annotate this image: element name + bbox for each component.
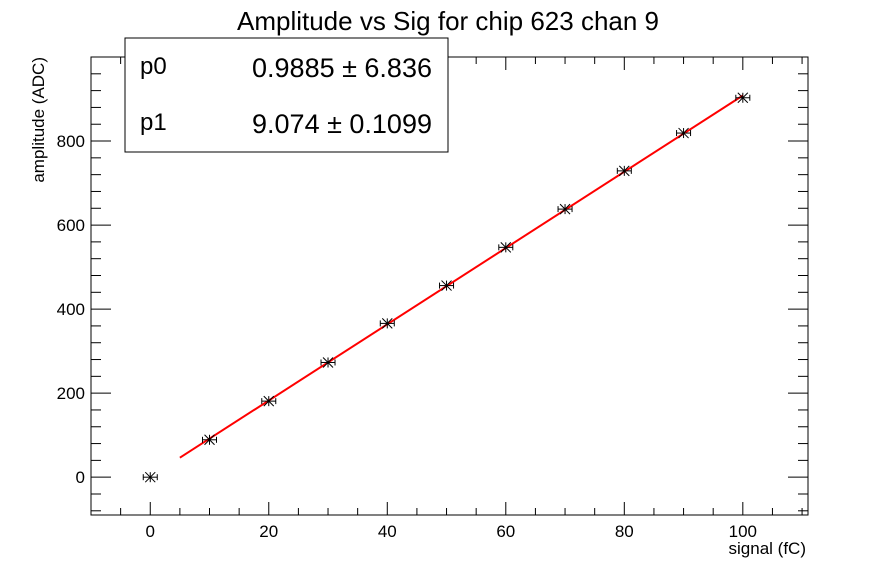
data-point (320, 357, 336, 368)
stats-p0-name: p0 (140, 53, 167, 80)
data-point (676, 127, 692, 139)
y-axis-label: amplitude (ADC) (29, 57, 48, 183)
x-tick-label: 40 (378, 522, 397, 541)
y-tick-label: 800 (57, 132, 85, 151)
data-point (261, 395, 277, 407)
y-axis-ticks (91, 56, 808, 512)
x-tick-label: 20 (259, 522, 278, 541)
y-axis-tick-labels: 0 200 400 600 800 (57, 132, 85, 487)
y-tick-label: 200 (57, 384, 85, 403)
stats-p1-name: p1 (140, 109, 167, 136)
x-axis-tick-labels: 0 20 40 60 80 100 (146, 522, 757, 541)
x-axis-label: signal (fC) (729, 539, 806, 558)
y-tick-label: 0 (76, 468, 85, 487)
data-point (379, 318, 395, 329)
stats-p0-value: 0.9885 ± 6.836 (252, 53, 432, 83)
y-tick-label: 400 (57, 300, 85, 319)
data-points (142, 92, 751, 483)
data-point (202, 434, 218, 446)
fit-stats-box: p0 0.9885 ± 6.836 p1 9.074 ± 0.1099 (124, 37, 449, 153)
data-point (142, 471, 158, 483)
data-point (557, 203, 573, 215)
data-point (616, 165, 632, 177)
x-tick-label: 0 (146, 522, 155, 541)
x-tick-label: 80 (615, 522, 634, 541)
plot-frame (90, 56, 809, 516)
data-point (498, 241, 514, 253)
stats-box-frame (124, 37, 449, 153)
data-point (439, 280, 455, 291)
data-point (735, 92, 751, 104)
y-tick-label: 600 (57, 216, 85, 235)
chart-title: Amplitude vs Sig for chip 623 chan 9 (237, 6, 659, 36)
x-tick-label: 60 (496, 522, 515, 541)
x-tick-label: 100 (729, 522, 757, 541)
fit-line (179, 94, 744, 459)
stats-p1-value: 9.074 ± 0.1099 (252, 109, 432, 139)
